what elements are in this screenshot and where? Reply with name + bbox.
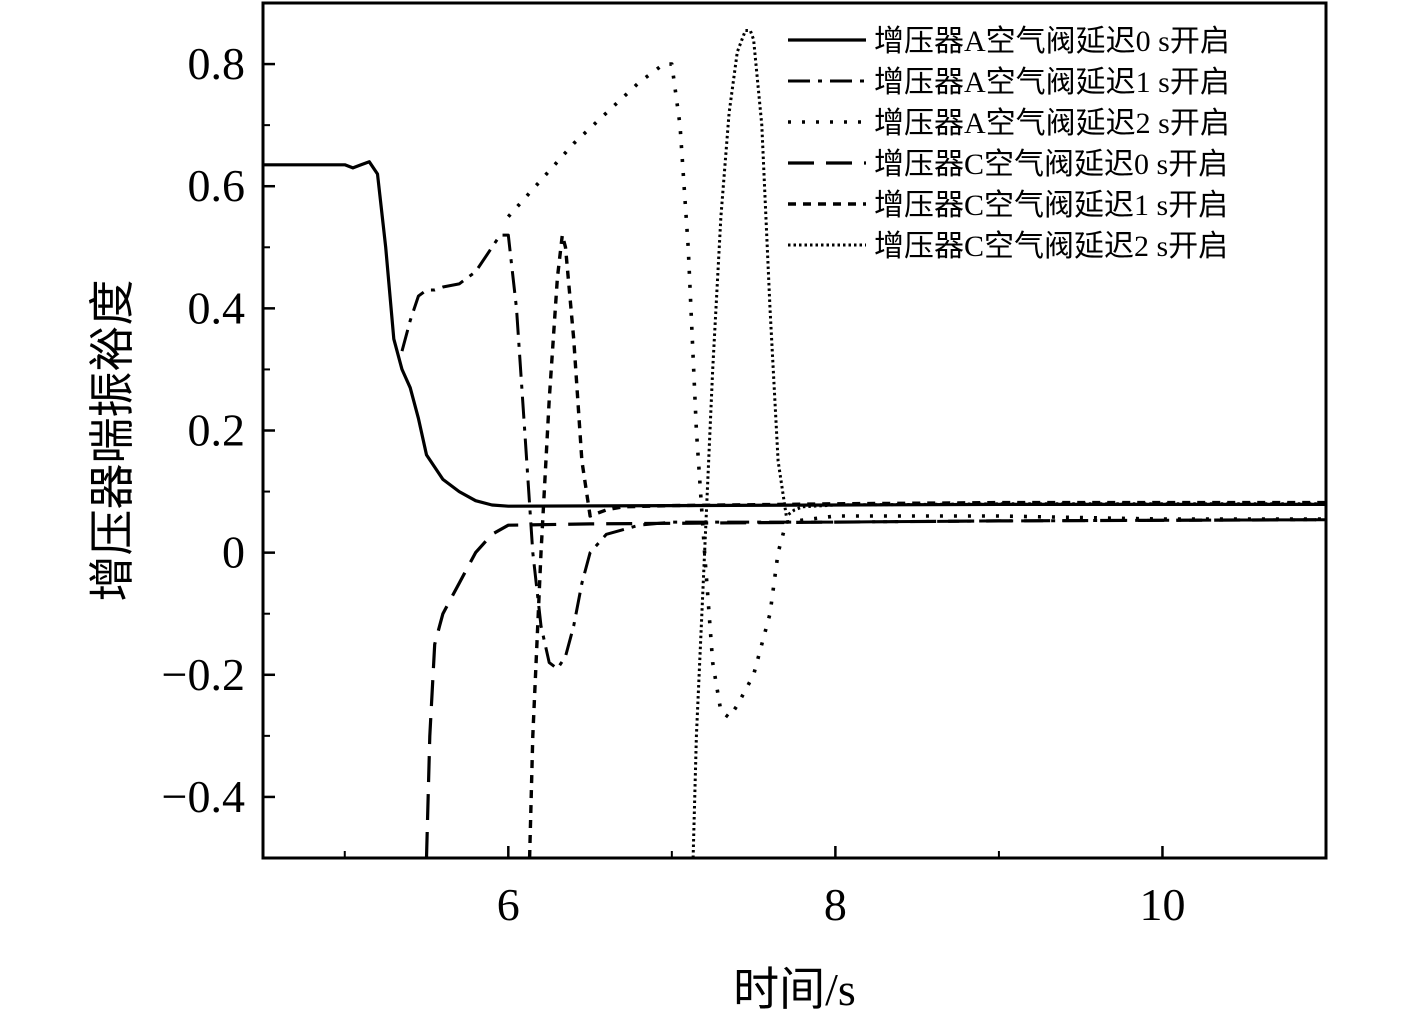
y-tick-label: 0.2 [188, 405, 246, 456]
y-tick-label: 0 [222, 527, 245, 578]
y-tick-label: −0.2 [162, 649, 245, 700]
series-layer [263, 29, 1326, 858]
legend-item: 增压器C空气阀延迟1 s开启 [788, 189, 1228, 222]
x-tick-label: 10 [1139, 879, 1185, 930]
y-axis-title: 增压器喘振裕度 [87, 280, 138, 602]
x-tick-label: 6 [497, 879, 520, 930]
y-tick-label: −0.4 [162, 771, 245, 822]
series-line-3 [506, 62, 1326, 720]
legend-item: 增压器A空气阀延迟1 s开启 [788, 66, 1230, 99]
x-axis-title: 时间/s [733, 964, 856, 1015]
legend-item: 增压器C空气阀延迟2 s开启 [788, 230, 1228, 263]
series-line-1 [263, 160, 1326, 508]
legend-item: 增压器A空气阀延迟2 s开启 [788, 107, 1230, 140]
series-line-2 [400, 233, 1326, 671]
y-tick-label: 0.8 [188, 38, 246, 89]
legend-label: 增压器A空气阀延迟0 s开启 [874, 25, 1230, 58]
legend-item: 增压器C空气阀延迟0 s开启 [788, 148, 1228, 181]
x-tick-label: 8 [824, 879, 847, 930]
legend-label: 增压器C空气阀延迟1 s开启 [874, 189, 1228, 222]
series-line-4 [424, 518, 1326, 858]
legend-label: 增压器C空气阀延迟2 s开启 [874, 230, 1228, 263]
series-line-5 [527, 233, 1326, 858]
ticks-layer [263, 2, 1327, 859]
legend-label: 增压器C空气阀延迟0 s开启 [874, 148, 1228, 181]
y-tick-label: 0.6 [188, 160, 246, 211]
y-tick-label: 0.4 [188, 282, 246, 333]
ticklabel-layer: −0.4 −0.2 0 0.2 0.4 0.6 0.8 6 8 10 [162, 38, 1186, 930]
legend-label: 增压器A空气阀延迟2 s开启 [874, 107, 1230, 140]
legend-label: 增压器A空气阀延迟1 s开启 [874, 66, 1230, 99]
legend-item: 增压器A空气阀延迟0 s开启 [788, 25, 1230, 58]
